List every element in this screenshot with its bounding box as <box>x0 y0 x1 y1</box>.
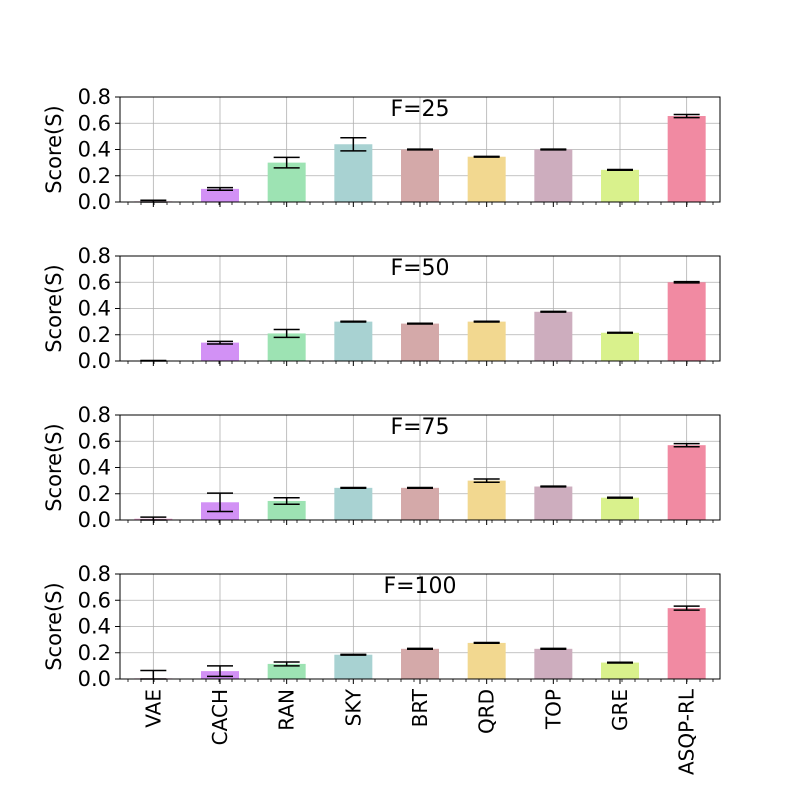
y-tick-label: 0.4 <box>78 456 111 480</box>
y-tick-label: 0.2 <box>78 323 111 347</box>
panel-title: F=50 <box>390 256 449 281</box>
y-tick-label: 0.0 <box>78 508 111 532</box>
bar-brt <box>401 648 439 679</box>
y-tick-label: 0.4 <box>78 138 111 162</box>
panel-3: 0.00.20.4 0.60.8 Score(S) F=75 <box>42 403 721 532</box>
y-tick-label: 0.0 <box>78 190 111 214</box>
bar-cach <box>201 342 239 361</box>
bar-top <box>534 486 573 520</box>
y-tick-label: 0.2 <box>78 641 111 665</box>
panel-title: F=100 <box>383 574 456 599</box>
x-tick-label-asqp-rl: ASQP-RL <box>675 688 699 775</box>
panel-1: 0.00.20.4 0.60.8 Score(S) F=25 <box>42 85 721 214</box>
y-axis-label: Score(S) <box>42 423 66 512</box>
bar-gre <box>601 332 639 361</box>
y-tick-label: 0.8 <box>78 244 111 268</box>
bar-qrd <box>467 156 506 202</box>
y-tick-label: 0.2 <box>78 482 111 506</box>
y-tick-label: 0.8 <box>78 562 111 586</box>
bar-brt <box>401 323 439 361</box>
y-tick-label: 0.8 <box>78 85 111 109</box>
bar-ran <box>267 162 306 202</box>
bar-gre <box>601 169 639 202</box>
bar-gre <box>601 662 639 679</box>
x-tick-label-brt: BRT <box>408 688 432 727</box>
x-tick-label-gre: GRE <box>608 689 632 731</box>
bar-qrd <box>467 642 506 679</box>
bar-top <box>534 149 573 202</box>
bar-asqp-rl <box>667 445 706 520</box>
x-tick-label-ran: RAN <box>275 689 299 731</box>
x-tick-label-qrd: QRD <box>475 689 499 734</box>
bar-gre <box>601 497 639 520</box>
y-tick-label: 0.4 <box>78 297 111 321</box>
bar-brt <box>401 487 439 520</box>
y-tick-label: 0.6 <box>78 270 111 294</box>
bar-top <box>534 648 573 679</box>
y-tick-label: 0.4 <box>78 615 111 639</box>
bar-asqp-rl <box>667 282 706 361</box>
x-tick-label-cach: CACH <box>208 689 232 745</box>
y-tick-label: 0.6 <box>78 588 111 612</box>
y-tick-label: 0.2 <box>78 164 111 188</box>
y-tick-label: 0.6 <box>78 111 111 135</box>
bar-sky <box>334 654 373 679</box>
y-tick-label: 0.8 <box>78 403 111 427</box>
bar-sky <box>334 321 373 361</box>
bar-sky <box>334 487 373 520</box>
panel-title: F=75 <box>390 415 449 440</box>
y-tick-label: 0.6 <box>78 429 111 453</box>
y-axis-label: Score(S) <box>42 264 66 353</box>
y-axis-label: Score(S) <box>42 582 66 671</box>
bar-asqp-rl <box>667 608 706 679</box>
bar-top <box>534 311 573 361</box>
x-tick-label-top: TOP <box>541 689 565 730</box>
panel-title: F=25 <box>390 97 449 122</box>
x-tick-label-vae: VAE <box>141 689 165 728</box>
y-axis-label: Score(S) <box>42 105 66 194</box>
y-tick-label: 0.0 <box>78 349 111 373</box>
y-tick-label: 0.0 <box>78 667 111 691</box>
x-tick-label-sky: SKY <box>341 688 365 726</box>
bar-qrd <box>467 480 506 520</box>
bar-asqp-rl <box>667 116 706 202</box>
bar-ran <box>267 663 306 679</box>
bar-qrd <box>467 321 506 361</box>
panel-4: 0.00.20.4 0.60.8 Score(S) F=100 VAE CACH RAN SK… <box>42 562 721 775</box>
bar-cach <box>201 188 239 202</box>
panel-2: 0.00.20.4 0.60.8 Score(S) F=50 <box>42 244 721 373</box>
bar-brt <box>401 149 439 202</box>
bar-ran <box>267 500 306 520</box>
bar-sky <box>334 144 373 202</box>
